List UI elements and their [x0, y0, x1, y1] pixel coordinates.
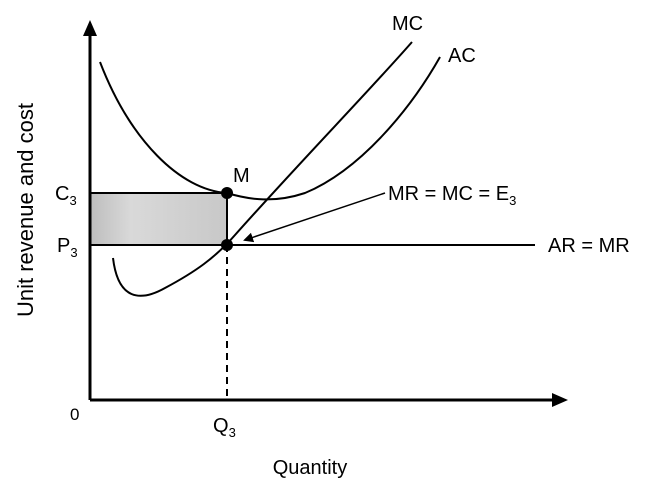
p3-main: P [57, 235, 70, 257]
ac-label: AC [448, 45, 476, 67]
equilibrium-label: MR = MC = E3 [388, 183, 516, 208]
p3-sub: 3 [70, 245, 77, 260]
m-label: M [233, 165, 250, 187]
mc-label: MC [392, 13, 423, 35]
pointer-arrow [243, 192, 386, 243]
c3-main: C [55, 183, 69, 205]
y-axis-arrow [83, 20, 97, 36]
c3-sub: 3 [69, 193, 76, 208]
x-axis-arrow [552, 393, 568, 407]
ar-mr-label: AR = MR [548, 235, 630, 257]
y-axis-label: Unit revenue and cost [13, 103, 38, 317]
point-e [221, 239, 233, 251]
c3-label: C3 [55, 183, 77, 208]
ac-curve [99, 56, 441, 201]
q3-main: Q [213, 415, 229, 437]
equilibrium-sub: 3 [509, 193, 516, 208]
point-m [221, 187, 233, 199]
mc-curve [112, 41, 413, 297]
profit-area [89, 192, 228, 246]
q3-sub: 3 [229, 425, 236, 440]
p3-label: P3 [57, 235, 78, 260]
q3-label: Q3 [213, 415, 236, 440]
x-axis-label: Quantity [273, 457, 347, 479]
origin-label: 0 [70, 405, 79, 424]
equilibrium-main: MR = MC = E [388, 183, 509, 205]
